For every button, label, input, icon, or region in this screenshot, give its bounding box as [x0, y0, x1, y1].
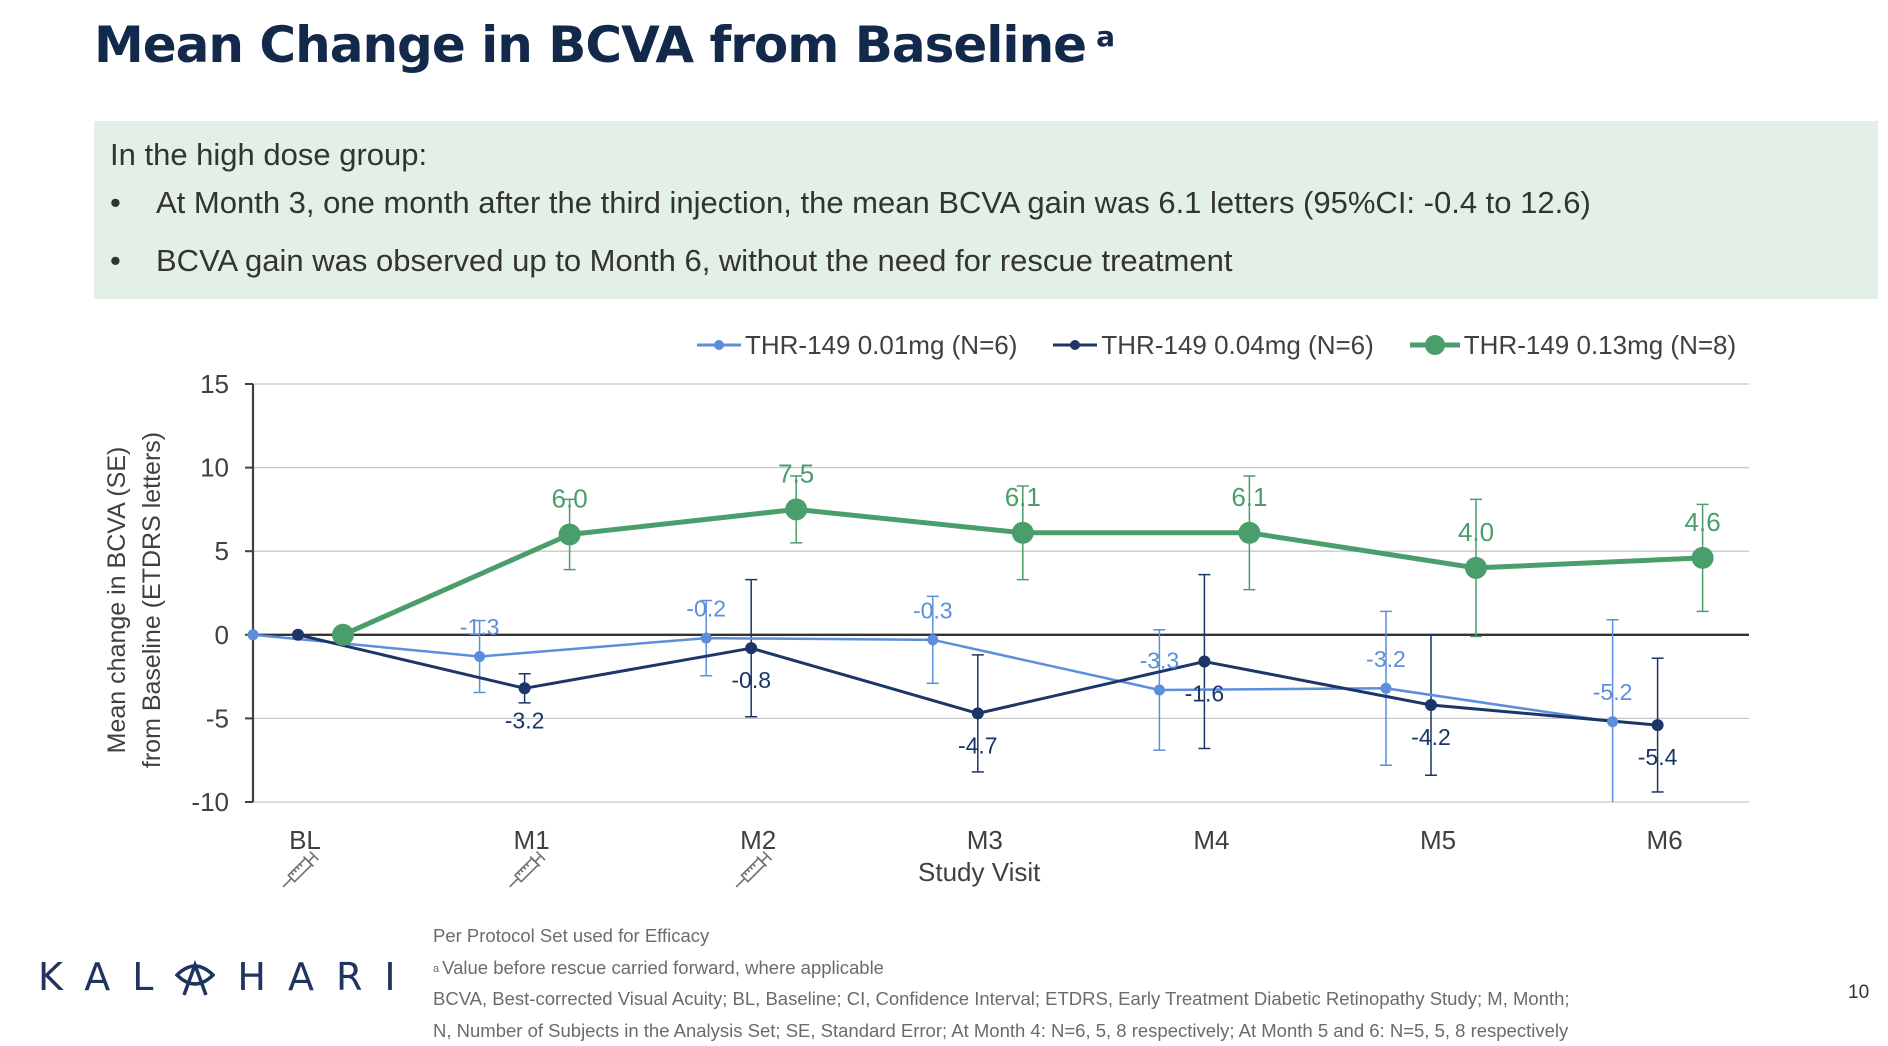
y-tick-label: -10 — [191, 787, 229, 817]
data-point — [292, 629, 304, 641]
data-point — [474, 651, 485, 662]
syringe-needle — [510, 878, 518, 886]
syringe-tick — [518, 872, 520, 874]
syringe-icon — [278, 851, 319, 892]
data-label: -0.3 — [913, 597, 953, 623]
x-tick-label: M6 — [1647, 825, 1683, 855]
data-label: 4.0 — [1458, 517, 1494, 547]
data-label: -1.3 — [460, 614, 500, 640]
line-chart: 15 10 5 0 -5 -10 -1.3 -0.2 -0.3 -3.3 -3.2 -5.2 -3.2… — [0, 0, 1888, 900]
gridlines — [253, 384, 1749, 802]
data-label: -4.2 — [1411, 724, 1451, 750]
data-point — [1198, 656, 1210, 668]
syringe-plunger — [308, 856, 314, 862]
data-point — [785, 498, 807, 520]
syringe-icon — [505, 851, 546, 892]
data-label: -0.8 — [731, 667, 771, 693]
injection-markers — [278, 851, 772, 892]
syringe-tick — [521, 870, 523, 872]
syringe-plunger — [535, 856, 541, 862]
data-point — [519, 682, 531, 694]
data-label: -3.3 — [1140, 647, 1180, 673]
syringe-icon — [731, 851, 772, 892]
data-point — [972, 707, 984, 719]
data-point — [1154, 684, 1165, 695]
data-label: 6.1 — [1005, 482, 1041, 512]
x-tick-label: M5 — [1420, 825, 1456, 855]
data-point — [248, 629, 259, 640]
footnote: N, Number of Subjects in the Analysis Se… — [433, 1015, 1570, 1046]
data-point — [1652, 719, 1664, 731]
y-tick-label: 5 — [215, 536, 229, 566]
footnote: Per Protocol Set used for Efficacy — [433, 920, 1570, 952]
data-label: -3.2 — [1366, 646, 1406, 672]
data-label: -0.2 — [686, 596, 726, 622]
syringe-tick — [750, 867, 752, 869]
x-tick-labels: BL M1 M2 M3 M4 M5 M6 — [289, 825, 1683, 855]
syringe-tick — [297, 867, 299, 869]
data-point — [559, 523, 581, 545]
data-label: 6.1 — [1231, 482, 1267, 512]
data-point — [332, 624, 354, 646]
data-label: 7.5 — [778, 458, 814, 488]
data-label: 6.0 — [552, 483, 588, 513]
footnote: BCVA, Best-corrected Visual Acuity; BL, … — [433, 983, 1570, 1015]
data-label: -4.7 — [958, 732, 998, 758]
syringe-tick — [294, 870, 296, 872]
syringe-tick — [526, 864, 528, 866]
data-label: -3.2 — [505, 707, 545, 733]
y-tick-label: -5 — [206, 703, 229, 733]
data-point — [927, 634, 938, 645]
data-label: -5.2 — [1593, 679, 1633, 705]
data-point — [745, 642, 757, 654]
data-point — [1465, 557, 1487, 579]
syringe-tick — [753, 864, 755, 866]
logo-text-left: KAL — [38, 955, 175, 999]
page-number: 10 — [1848, 982, 1869, 1004]
y-tick-label: 15 — [200, 369, 229, 399]
data-point — [701, 633, 712, 644]
syringe-tick — [291, 872, 293, 874]
data-point — [1607, 716, 1618, 727]
eye-a-icon — [175, 957, 215, 997]
x-tick-label: M1 — [514, 825, 550, 855]
data-label: 4.6 — [1685, 507, 1721, 537]
footnote-text: Value before rescue carried forward, whe… — [442, 957, 884, 978]
data-label: -5.4 — [1638, 744, 1678, 770]
company-logo: KAL HARI — [38, 955, 418, 999]
data-point — [1425, 699, 1437, 711]
y-tick-label: 10 — [200, 453, 229, 483]
x-tick-label: M2 — [740, 825, 776, 855]
syringe-needle — [736, 878, 744, 886]
x-tick-label: BL — [289, 825, 321, 855]
data-point — [1381, 683, 1392, 694]
y-tick-label: 0 — [215, 620, 229, 650]
syringe-tick — [523, 867, 525, 869]
x-axis-title: Study Visit — [918, 857, 1040, 888]
syringe-tick — [747, 870, 749, 872]
footnote-marker: a — [433, 963, 439, 975]
data-point — [1238, 522, 1260, 544]
x-tick-label: M3 — [967, 825, 1003, 855]
syringe-tick — [744, 872, 746, 874]
data-point — [1012, 522, 1034, 544]
syringe-plunger — [762, 856, 768, 862]
x-tick-label: M4 — [1193, 825, 1229, 855]
data-label: -1.6 — [1185, 681, 1225, 707]
data-point — [1692, 547, 1714, 569]
syringe-tick — [300, 864, 302, 866]
logo-text-right: HARI — [237, 955, 417, 999]
syringe-needle — [283, 878, 291, 886]
data-labels: -1.3 -0.2 -0.3 -3.3 -3.2 -5.2 -3.2 -0.8 -4.7 -1.6… — [460, 458, 1721, 770]
